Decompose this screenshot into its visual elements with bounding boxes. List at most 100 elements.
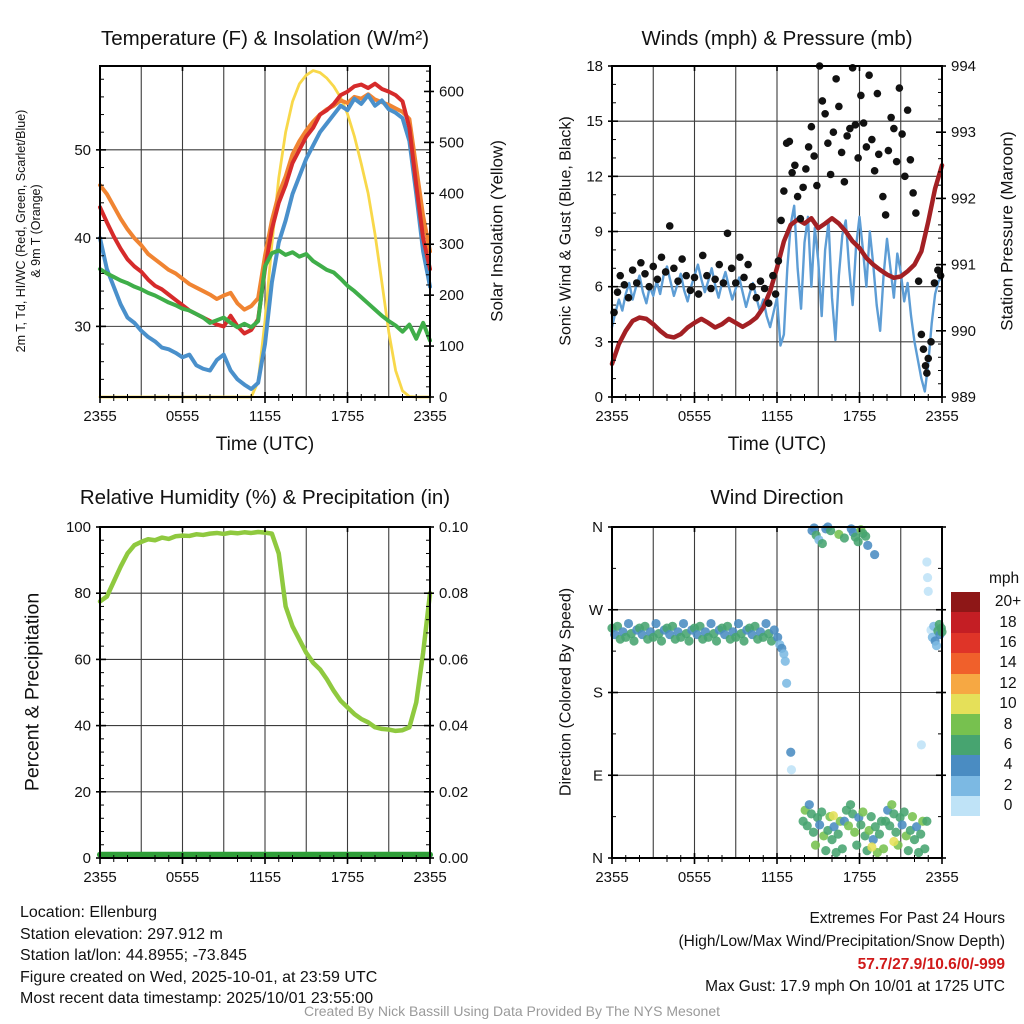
point-wind-direction: [916, 740, 926, 750]
point-wind-gusts: [873, 89, 882, 98]
series-dewpoint: [98, 248, 432, 343]
point-wind-gusts: [912, 209, 920, 217]
legend-label: 8: [1003, 715, 1013, 733]
tick-label: 15: [586, 113, 603, 130]
point-wind-direction: [931, 641, 942, 651]
point-wind-gusts: [846, 124, 854, 133]
point-wind-direction: [656, 636, 667, 646]
point-wind-gusts: [760, 284, 769, 293]
series-temp-9m: [98, 92, 432, 312]
tick-label: 30: [74, 318, 91, 335]
point-wind-gusts: [727, 264, 736, 273]
point-wind-gusts: [637, 258, 645, 267]
extremes-subtitle: (High/Low/Max Wind/Precipitation/Snow De…: [678, 932, 1006, 950]
tick-label: 0555: [166, 869, 199, 886]
tick-label: 600: [439, 83, 464, 100]
point-wind-direction: [899, 807, 909, 817]
point-wind-gusts: [791, 161, 799, 170]
extremes-block: Extremes For Past 24 Hours (High/Low/Max…: [679, 908, 1006, 999]
series-station-pressure: [609, 163, 945, 367]
point-wind-gusts: [690, 273, 699, 282]
point-wind-gusts: [919, 345, 928, 353]
point-wind-gusts: [756, 277, 765, 285]
point-wind-direction: [706, 618, 716, 629]
tick-label: 0: [83, 850, 91, 867]
point-wind-gusts: [807, 122, 816, 131]
point-wind-direction: [878, 844, 889, 854]
point-wind-gusts: [879, 192, 887, 201]
point-wind-gusts: [881, 211, 890, 219]
point-wind-gusts: [740, 273, 748, 282]
point-wind-gusts: [686, 286, 695, 295]
point-wind-gusts: [887, 113, 895, 122]
point-wind-direction: [786, 747, 796, 757]
point-wind-gusts: [694, 290, 703, 298]
tick-label: W: [589, 602, 604, 619]
point-wind-gusts: [796, 214, 805, 223]
legend-entries: 20+ 18 16 14 12 10 8 6 4 2 0: [951, 592, 1024, 817]
tick-label: 2355: [595, 408, 628, 425]
point-wind-direction: [739, 636, 749, 646]
point-wind-gusts: [892, 157, 901, 166]
point-wind-gusts: [682, 271, 691, 280]
point-wind-gusts: [890, 124, 898, 133]
point-wind-direction: [837, 844, 847, 854]
ylabel-wind-left: Sonic Wind & Gust (Blue, Black): [557, 116, 575, 346]
tick-label: 0555: [678, 869, 711, 886]
tick-label: 1755: [843, 408, 876, 425]
point-wind-gusts: [645, 282, 653, 291]
point-wind-gusts: [723, 229, 732, 238]
point-wind-direction: [829, 822, 839, 832]
legend-swatch: [951, 673, 980, 694]
tick-label: 2355: [925, 869, 958, 886]
point-wind-gusts: [665, 222, 674, 230]
point-wind-direction: [887, 800, 897, 810]
point-wind-direction: [903, 846, 913, 856]
point-wind-gusts: [620, 281, 629, 289]
point-wind-direction: [843, 821, 854, 831]
series-relative-humidity: [97, 529, 433, 734]
legend-entry: 6: [951, 734, 1024, 756]
tick-label: 2355: [413, 869, 446, 886]
point-wind-gusts: [901, 172, 909, 181]
point-wind-gusts: [613, 288, 622, 296]
point-wind-gusts: [804, 143, 813, 151]
ylabel-temp-left: 2m T, Td, HI/WC (Red, Green, Scarlet/Blu…: [14, 109, 43, 353]
legend-entry: 2: [951, 775, 1024, 796]
point-wind-direction: [907, 812, 918, 822]
tick-label: 992: [951, 190, 976, 207]
point-wind-direction: [623, 618, 634, 629]
point-wind-gusts: [661, 268, 670, 276]
point-wind-direction: [733, 618, 744, 629]
point-wind-gusts: [921, 361, 930, 370]
tick-label: 2355: [83, 408, 116, 425]
legend-swatch: [951, 795, 980, 817]
point-wind-direction: [861, 531, 871, 541]
point-wind-direction: [853, 537, 863, 547]
point-wind-direction: [856, 820, 866, 830]
point-wind-gusts: [624, 293, 633, 302]
tick-label: 2355: [413, 408, 446, 425]
point-wind-direction: [780, 656, 790, 666]
legend-label: 0: [1003, 797, 1013, 815]
point-wind-gusts: [923, 369, 931, 377]
point-wind-direction: [923, 586, 933, 596]
point-wind-gusts: [895, 84, 904, 92]
point-wind-gusts: [862, 143, 871, 151]
point-wind-direction: [810, 840, 821, 850]
point-wind-direction: [889, 836, 899, 847]
point-wind-gusts: [909, 189, 917, 197]
tick-label: 0555: [166, 408, 199, 425]
tick-label: 18: [586, 58, 603, 75]
tick-label: 12: [586, 168, 603, 185]
legend-entry: 8: [951, 714, 1024, 735]
point-wind-direction: [651, 618, 661, 629]
point-wind-gusts: [868, 135, 876, 144]
chart-title-humidity: Relative Humidity (%) & Precipitation (i…: [79, 486, 451, 509]
point-wind-direction: [782, 678, 792, 688]
legend-label: 10: [999, 695, 1017, 713]
point-wind-gusts: [653, 275, 662, 284]
point-wind-direction: [826, 526, 836, 536]
point-wind-direction: [711, 636, 722, 646]
